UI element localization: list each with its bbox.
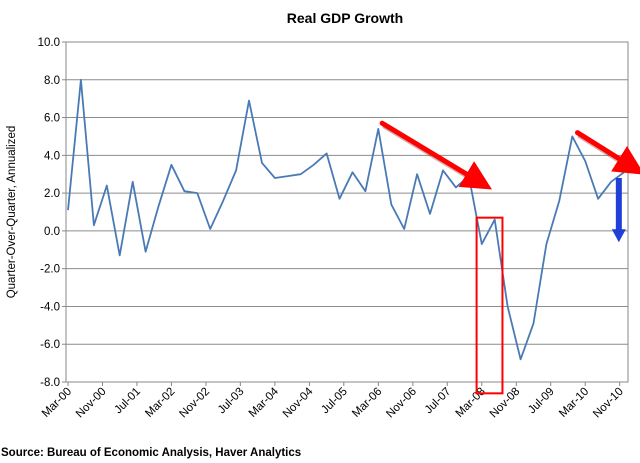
data-point — [261, 162, 263, 164]
data-point — [455, 186, 457, 188]
y-tick-label: 6.0 — [44, 113, 60, 125]
data-point — [235, 169, 237, 171]
data-point — [248, 99, 250, 101]
data-point — [209, 228, 211, 230]
data-point — [416, 173, 418, 175]
y-axis-ticks: 10.0 8.0 6.0 4.0 2.0 0.0 -2.0 -4.0 -6.0 -8.0 — [38, 37, 66, 389]
data-point — [442, 169, 444, 171]
data-point — [119, 254, 121, 256]
data-point — [390, 203, 392, 205]
red-arrow — [574, 130, 640, 175]
data-point — [571, 135, 573, 137]
data-point — [403, 228, 405, 230]
highlight-box — [475, 216, 504, 395]
y-tick-label: 8.0 — [44, 75, 60, 87]
data-point — [597, 198, 599, 200]
data-point — [222, 199, 224, 201]
series-line-real-gdp-growth — [67, 78, 625, 361]
data-point — [506, 305, 508, 307]
y-tick-label: -8.0 — [40, 377, 60, 389]
data-point — [338, 198, 340, 200]
y-axis-label: Quarter-Over-Quarter, Annualized — [6, 126, 18, 299]
data-point — [610, 181, 612, 183]
chart-title: Real GDP Growth — [287, 10, 403, 26]
data-point — [351, 171, 353, 173]
data-point — [287, 175, 289, 177]
data-point — [80, 79, 82, 81]
data-point — [131, 181, 133, 183]
y-tick-label: 0.0 — [44, 226, 60, 238]
y-tick-label: 4.0 — [44, 150, 60, 162]
data-point — [623, 171, 625, 173]
data-point — [532, 322, 534, 324]
data-point — [144, 250, 146, 252]
data-point — [300, 173, 302, 175]
data-point — [170, 164, 172, 166]
series-group — [67, 78, 625, 361]
data-point — [545, 243, 547, 245]
annotations — [379, 120, 640, 395]
y-tick-label: -2.0 — [40, 264, 60, 276]
plot-area-frame — [65, 41, 629, 383]
data-point — [519, 358, 521, 360]
blue-arrow-shaft — [615, 178, 622, 231]
data-point — [558, 199, 560, 201]
data-point — [325, 152, 327, 154]
data-point — [67, 209, 69, 211]
data-point — [157, 205, 159, 207]
data-point — [584, 160, 586, 162]
source-note: Source: Bureau of Economic Analysis, Hav… — [1, 447, 302, 459]
data-point — [377, 128, 379, 130]
data-point — [183, 190, 185, 192]
data-point — [429, 213, 431, 215]
gridlines — [66, 79, 628, 345]
data-point — [274, 177, 276, 179]
y-tick-label: 10.0 — [38, 37, 60, 49]
y-tick-label: 2.0 — [44, 188, 60, 200]
data-point — [312, 164, 314, 166]
data-point — [196, 192, 198, 194]
data-point — [93, 224, 95, 226]
y-tick-label: -4.0 — [40, 301, 60, 313]
data-point — [493, 218, 495, 220]
data-point — [106, 184, 108, 186]
y-tick-label: -6.0 — [40, 339, 60, 351]
data-point — [481, 243, 483, 245]
red-arrow — [379, 120, 493, 190]
blue-arrow-head — [611, 229, 626, 243]
data-point — [364, 190, 366, 192]
